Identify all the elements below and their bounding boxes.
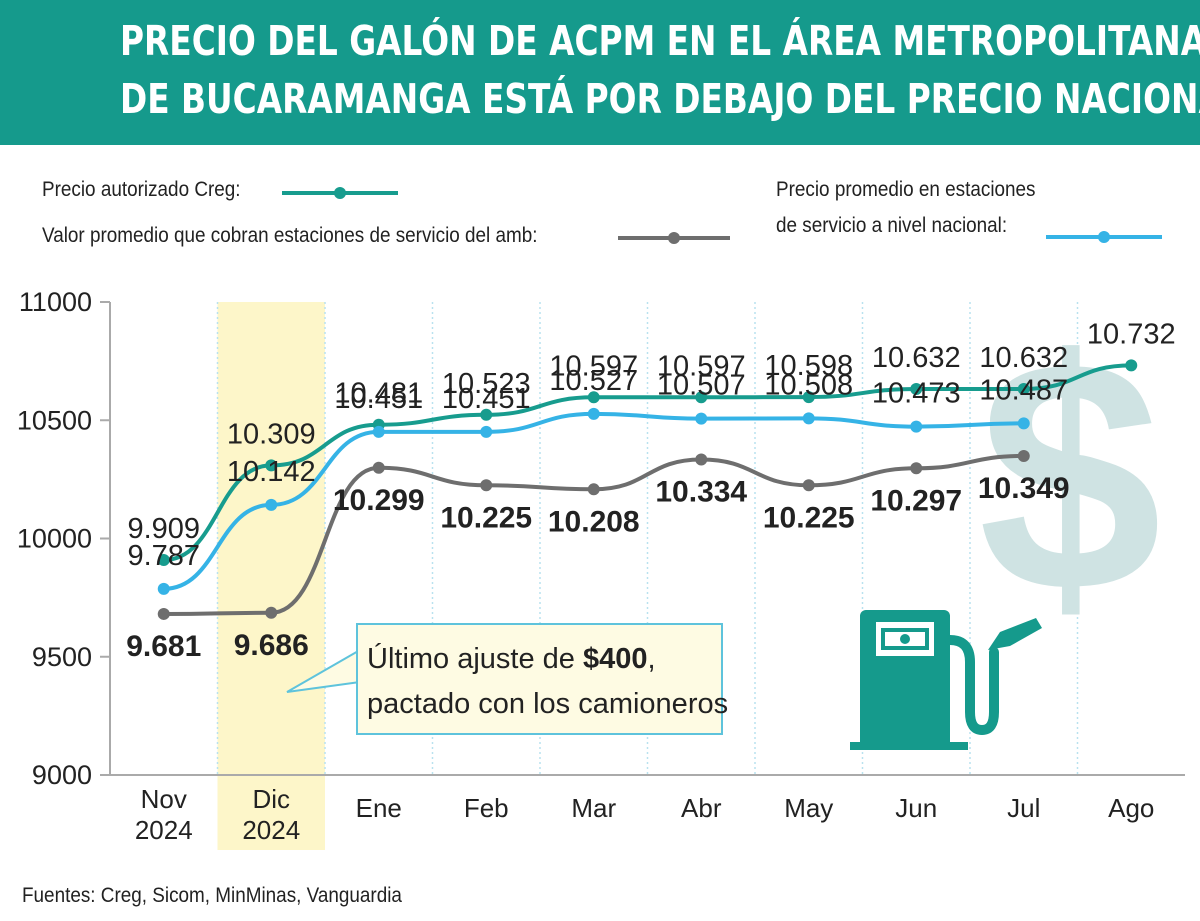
data-point-amb bbox=[802, 479, 815, 492]
data-label-creg: 10.597 bbox=[549, 350, 638, 382]
x-tick-label: Jul bbox=[1007, 793, 1040, 823]
data-label-creg: 10.732 bbox=[1087, 318, 1176, 350]
legend-label-amb: Valor promedio que cobran estaciones de … bbox=[42, 224, 538, 247]
data-point-creg bbox=[910, 383, 923, 396]
data-point-nacional bbox=[480, 425, 493, 438]
data-point-nacional bbox=[265, 498, 278, 511]
data-point-amb bbox=[1017, 449, 1030, 462]
data-label-creg: 10.598 bbox=[764, 350, 853, 382]
legend-marker-nacional bbox=[1098, 231, 1110, 243]
data-label-amb: 9.686 bbox=[234, 629, 309, 662]
x-tick-label: Nov 2024 bbox=[135, 784, 193, 845]
data-label-amb: 10.299 bbox=[333, 484, 425, 517]
y-tick-label: 9000 bbox=[32, 760, 92, 790]
data-label-amb: 10.225 bbox=[763, 501, 855, 534]
callout-box bbox=[356, 623, 723, 735]
y-tick-label: 10500 bbox=[17, 405, 92, 435]
data-point-nacional bbox=[587, 407, 600, 420]
data-point-creg bbox=[802, 391, 815, 404]
data-label-amb: 9.681 bbox=[126, 630, 201, 663]
data-point-nacional bbox=[1017, 417, 1030, 430]
x-tick-label: Ene bbox=[356, 793, 402, 823]
y-tick-label: 9500 bbox=[32, 642, 92, 672]
data-point-amb bbox=[265, 606, 278, 619]
data-point-creg bbox=[1017, 383, 1030, 396]
x-tick-label: Ago bbox=[1108, 793, 1154, 823]
data-label-nacional: 10.527 bbox=[549, 365, 638, 397]
callout-joint bbox=[358, 651, 362, 681]
data-label-creg: 10.632 bbox=[979, 342, 1068, 374]
data-label-nacional: 10.508 bbox=[764, 369, 853, 401]
y-tick-label: 10000 bbox=[17, 524, 92, 554]
callout-text-line2: pactado con los camioneros bbox=[367, 688, 728, 720]
data-label-nacional: 10.473 bbox=[872, 378, 961, 410]
fuel-pump-icon bbox=[850, 610, 1042, 750]
legend-label-creg: Precio autorizado Creg: bbox=[42, 178, 241, 201]
data-label-creg: 10.632 bbox=[872, 342, 961, 374]
legend-label-nacional-1: Precio promedio en estaciones bbox=[776, 178, 1036, 201]
highlight-column bbox=[217, 302, 325, 850]
data-point-nacional bbox=[910, 420, 923, 433]
data-point-amb bbox=[372, 461, 385, 474]
legend-marker-amb bbox=[668, 232, 680, 244]
data-label-amb: 10.334 bbox=[655, 476, 747, 509]
x-tick-label: Mar bbox=[571, 793, 616, 823]
data-point-creg bbox=[587, 391, 600, 404]
data-label-nacional: 10.487 bbox=[979, 374, 1068, 406]
x-tick-label: Jun bbox=[895, 793, 937, 823]
data-point-creg bbox=[265, 459, 278, 472]
data-point-nacional bbox=[695, 412, 708, 425]
data-point-amb bbox=[695, 453, 708, 466]
data-point-nacional bbox=[802, 412, 815, 425]
x-tick-label: May bbox=[784, 793, 833, 823]
data-point-amb bbox=[157, 607, 170, 620]
x-tick-label: Abr bbox=[681, 793, 722, 823]
data-point-amb bbox=[910, 462, 923, 475]
data-label-amb: 10.297 bbox=[870, 484, 962, 517]
series-line-nacional bbox=[163, 411, 1024, 591]
data-point-amb bbox=[480, 479, 493, 492]
title-line-2: DE BUCARAMANGA ESTÁ POR DEBAJO DEL PRECI… bbox=[120, 75, 1200, 123]
data-point-creg bbox=[1125, 359, 1138, 372]
y-tick-label: 11000 bbox=[19, 287, 92, 317]
data-point-amb bbox=[587, 483, 600, 496]
data-label-creg: 10.481 bbox=[334, 378, 423, 410]
data-label-amb: 10.349 bbox=[978, 472, 1070, 505]
data-label-creg: 9.909 bbox=[127, 513, 200, 545]
dollar-sign-icon: $ bbox=[978, 291, 1162, 660]
sources-footer: Fuentes: Creg, Sicom, MinMinas, Vanguard… bbox=[22, 884, 402, 907]
data-point-creg bbox=[480, 408, 493, 421]
series-line-amb bbox=[163, 453, 1024, 616]
data-label-nacional: 9.787 bbox=[127, 540, 200, 572]
data-label-amb: 10.225 bbox=[440, 501, 532, 534]
legend-marker-creg bbox=[334, 187, 346, 199]
x-tick-label: Feb bbox=[464, 793, 509, 823]
data-point-creg bbox=[157, 554, 170, 567]
data-label-nacional: 10.507 bbox=[657, 370, 746, 402]
data-point-creg bbox=[695, 391, 708, 404]
data-label-amb: 10.208 bbox=[548, 505, 640, 538]
data-label-creg: 10.309 bbox=[227, 418, 316, 450]
data-label-creg: 10.523 bbox=[442, 368, 531, 400]
title-line-1: PRECIO DEL GALÓN DE ACPM EN EL ÁREA METR… bbox=[120, 17, 1200, 65]
series-line-creg bbox=[163, 363, 1132, 563]
data-label-nacional: 10.451 bbox=[442, 383, 531, 415]
data-point-nacional bbox=[157, 582, 170, 595]
legend-label-nacional-2: de servicio a nivel nacional: bbox=[776, 214, 1008, 237]
title-banner: PRECIO DEL GALÓN DE ACPM EN EL ÁREA METR… bbox=[0, 0, 1200, 145]
data-point-nacional bbox=[372, 425, 385, 438]
data-label-nacional: 10.451 bbox=[334, 383, 423, 415]
callout-text-line1: Último ajuste de $400, bbox=[367, 642, 656, 675]
data-label-creg: 10.597 bbox=[657, 350, 746, 382]
x-tick-label: Dic 2024 bbox=[242, 784, 300, 845]
data-label-nacional: 10.142 bbox=[227, 456, 316, 488]
